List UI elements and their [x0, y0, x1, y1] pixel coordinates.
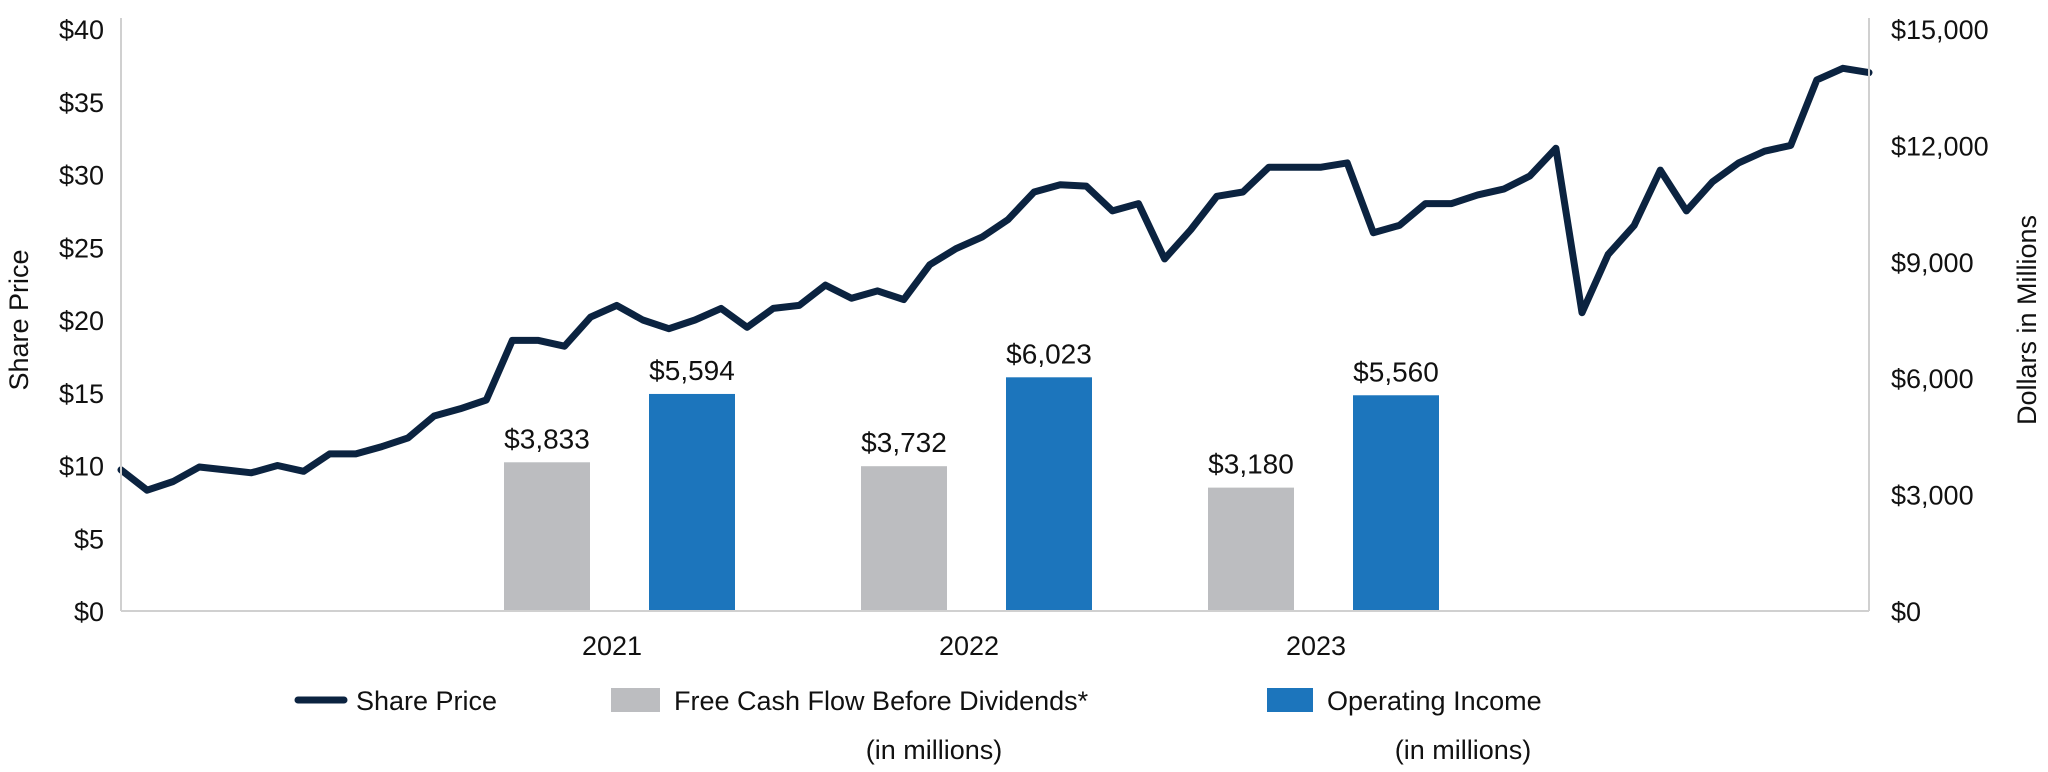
- legend: Share Price Free Cash Flow Before Divide…: [294, 686, 1542, 765]
- legend-swatch-free-cash-flow: [611, 688, 660, 712]
- left-tick-label: $10: [59, 452, 104, 482]
- right-axis-label: Dollars in Millions: [2012, 215, 2042, 425]
- share-price-line: [117, 64, 1873, 494]
- right-tick-label: $15,000: [1891, 15, 1989, 45]
- bar-free-cash-flow-2022: [861, 466, 947, 611]
- left-tick-label: $0: [74, 597, 104, 627]
- x-tick-label: 2022: [939, 631, 999, 661]
- bar-value-label: $3,833: [504, 423, 590, 454]
- left-tick-label: $20: [59, 306, 104, 336]
- bar-value-label: $3,732: [861, 427, 947, 458]
- right-tick-label: $12,000: [1891, 131, 1989, 161]
- share-price-line-group: [117, 64, 1873, 494]
- bar-free-cash-flow-2021: [504, 462, 590, 611]
- x-axis-ticks: 2021 2022 2023: [582, 631, 1346, 661]
- left-axis-label: Share Price: [4, 249, 34, 390]
- right-axis-ticks: $0 $3,000 $6,000 $9,000 $12,000 $15,000: [1891, 15, 1989, 627]
- left-axis-ticks: $0 $5 $10 $15 $20 $25 $30 $35 $40: [59, 15, 104, 627]
- bar-value-label: $5,594: [649, 355, 735, 386]
- left-tick-label: $25: [59, 233, 104, 263]
- left-tick-label: $40: [59, 15, 104, 45]
- legend-sublabel-operating-income: (in millions): [1395, 735, 1532, 765]
- bar-value-label: $3,180: [1208, 449, 1294, 480]
- x-tick-label: 2021: [582, 631, 642, 661]
- legend-label-share-price: Share Price: [356, 686, 497, 716]
- left-tick-label: $30: [59, 161, 104, 191]
- legend-swatch-operating-income: [1267, 688, 1313, 712]
- right-tick-label: $6,000: [1891, 364, 1974, 394]
- bar-free-cash-flow-2023: [1208, 487, 1294, 611]
- right-tick-label: $0: [1891, 597, 1921, 627]
- left-tick-label: $5: [74, 524, 104, 554]
- bar-operating-income-2021: [649, 393, 735, 611]
- left-tick-label: $35: [59, 88, 104, 118]
- bar-value-label: $6,023: [1006, 338, 1092, 369]
- legend-sublabel-free-cash-flow: (in millions): [866, 735, 1003, 765]
- x-tick-label: 2023: [1286, 631, 1346, 661]
- legend-label-free-cash-flow: Free Cash Flow Before Dividends*: [674, 686, 1089, 716]
- left-tick-label: $15: [59, 379, 104, 409]
- right-tick-label: $9,000: [1891, 248, 1974, 278]
- bar-operating-income-2022: [1006, 377, 1092, 611]
- bars: $3,833 $5,594 $3,732 $6,023 $3,180 $5,560: [504, 338, 1439, 611]
- bar-operating-income-2023: [1353, 395, 1439, 611]
- bar-value-label: $5,560: [1353, 356, 1439, 387]
- legend-label-operating-income: Operating Income: [1327, 686, 1542, 716]
- right-tick-label: $3,000: [1891, 481, 1974, 511]
